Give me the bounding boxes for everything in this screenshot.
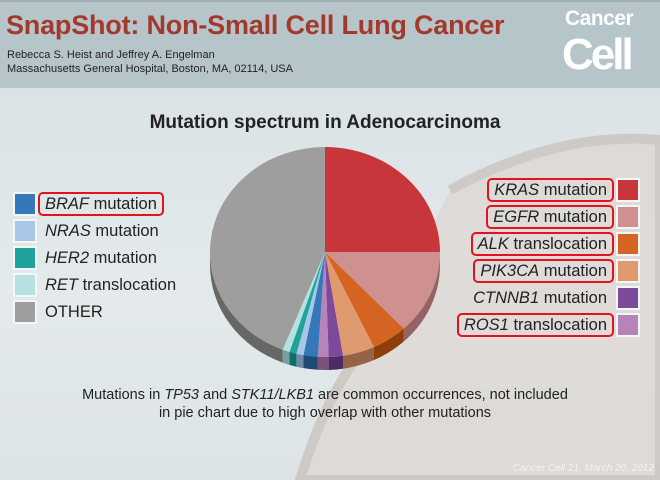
pie-slice-alk xyxy=(325,252,404,348)
pie-side-alk xyxy=(373,328,404,361)
gene-name: RET xyxy=(45,276,78,294)
pie-slice-nras xyxy=(296,252,325,356)
legend-text: mutation xyxy=(89,195,157,213)
legend-label-egfr: EGFR mutation xyxy=(486,205,614,229)
pie-side-pik3ca xyxy=(342,347,374,369)
legend-label-pik3ca: PIK3CA mutation xyxy=(473,259,614,283)
legend-label-her2: HER2 mutation xyxy=(38,246,164,270)
pie-side-ros1 xyxy=(317,356,329,370)
legend-text: translocation xyxy=(508,235,607,253)
pie-side-ctnnb1 xyxy=(328,355,343,370)
pie-slice-braf xyxy=(303,252,325,357)
legend-text: mutation xyxy=(89,249,157,267)
pie-slice-egfr xyxy=(325,252,440,329)
legend-text: mutation xyxy=(539,289,607,307)
legend-text: translocation xyxy=(508,316,607,334)
pie-side-nras xyxy=(296,353,304,369)
gene-name: HER2 xyxy=(45,249,90,267)
legend-swatch-ctnnb1 xyxy=(616,286,640,310)
note-text: in pie chart due to high overlap with ot… xyxy=(158,405,492,421)
note-text: Mutations in xyxy=(82,387,165,403)
gene-name: PIK3CA xyxy=(480,262,540,280)
gene-name: NRAS xyxy=(45,222,91,240)
legend-text: mutation xyxy=(539,181,607,199)
legend-label-nras: NRAS mutation xyxy=(38,219,166,243)
legend-text: translocation xyxy=(78,276,177,294)
citation: Cancer Cell 21, March 20, 2012 xyxy=(512,463,654,474)
note-gene: TP53 xyxy=(164,387,199,403)
journal-logo-line1: Cancer xyxy=(565,7,634,30)
footnote: Mutations in TP53 and STK11/LKB1 are com… xyxy=(0,386,650,422)
pie-slice-her2 xyxy=(289,252,325,354)
header-banner: SnapShot: Non-Small Cell Lung Cancer Reb… xyxy=(0,0,660,88)
legend-label-ctnnb1: CTNNB1 mutation xyxy=(466,286,614,310)
page-title: SnapShot: Non-Small Cell Lung Cancer xyxy=(6,10,505,40)
note-text: are common occurrences, not included xyxy=(314,387,568,403)
gene-name: BRAF xyxy=(45,195,90,213)
note-text: and xyxy=(198,387,232,403)
gene-name: KRAS xyxy=(494,181,540,199)
authors: Rebecca S. Heist and Jeffrey A. Engelman xyxy=(7,49,215,61)
legend-swatch-her2 xyxy=(13,246,37,270)
journal-logo-line2: Cell xyxy=(562,30,634,79)
affiliation: Massachusetts General Hospital, Boston, … xyxy=(7,63,293,75)
legend-label-braf: BRAF mutation xyxy=(38,192,164,216)
gene-name: CTNNB1 xyxy=(473,289,540,307)
pie-side-other xyxy=(210,252,283,363)
legend-text: mutation xyxy=(539,208,607,226)
legend-swatch-other xyxy=(13,300,37,324)
pie-slice-kras xyxy=(325,147,440,252)
legend-swatch-pik3ca xyxy=(616,259,640,283)
legend-swatch-egfr xyxy=(616,205,640,229)
legend-label-ros1: ROS1 translocation xyxy=(456,313,614,337)
legend-swatch-alk xyxy=(616,232,640,256)
legend-label-kras: KRAS mutation xyxy=(487,178,614,202)
pie-slice-pik3ca xyxy=(325,252,374,356)
pie-side-egfr xyxy=(403,252,440,342)
pie-slice-other xyxy=(209,147,325,350)
legend-label-other: OTHER xyxy=(38,300,110,324)
legend-swatch-kras xyxy=(616,178,640,202)
gene-name: ROS1 xyxy=(463,316,509,334)
pie-side-ret xyxy=(282,349,290,365)
legend-label-alk: ALK translocation xyxy=(470,232,614,256)
legend-text: OTHER xyxy=(45,303,103,321)
gene-name: ALK xyxy=(477,235,509,253)
legend-text: mutation xyxy=(90,222,159,240)
pie-side-her2 xyxy=(289,351,297,367)
pie-side-braf xyxy=(303,355,318,370)
legend-swatch-ros1 xyxy=(616,313,640,337)
note-gene: STK11/LKB1 xyxy=(231,387,314,403)
pie-slice-ctnnb1 xyxy=(325,252,343,357)
gene-name: EGFR xyxy=(493,208,540,226)
pie-slice-ros1 xyxy=(317,252,329,357)
legend-swatch-ret xyxy=(13,273,37,297)
chart-title: Mutation spectrum in Adenocarcinoma xyxy=(149,112,501,133)
legend-text: mutation xyxy=(539,262,607,280)
legend-swatch-nras xyxy=(13,219,37,243)
legend-swatch-braf xyxy=(13,192,37,216)
legend-label-ret: RET translocation xyxy=(38,273,183,297)
pie-slice-ret xyxy=(282,252,325,352)
